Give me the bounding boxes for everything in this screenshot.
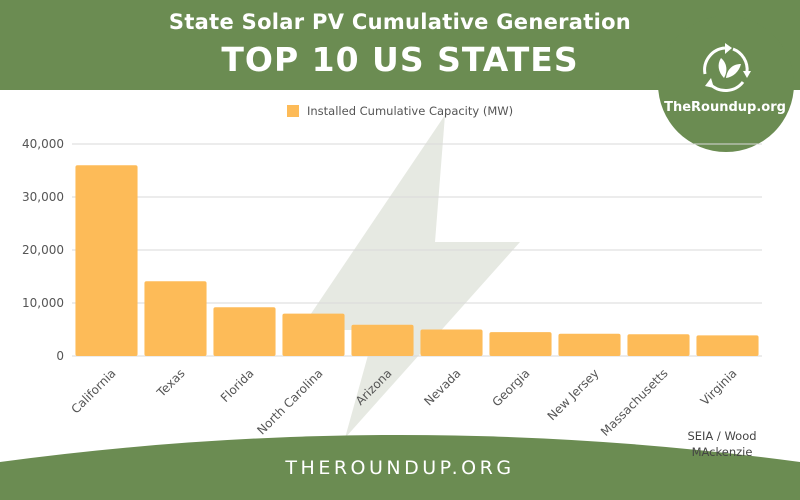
y-tick-label: 30,000 — [22, 190, 64, 204]
bar — [420, 329, 483, 356]
x-tick-label: Massachusetts — [598, 366, 671, 439]
bar — [558, 333, 621, 356]
recycle-leaf-icon — [703, 43, 751, 92]
y-tick-label: 20,000 — [22, 243, 64, 257]
bar — [627, 334, 690, 356]
bar — [282, 313, 345, 356]
source-line-2: MAckenzie — [691, 445, 753, 459]
footer-text: THEROUNDUP.ORG — [285, 457, 515, 479]
chart-subtitle: TOP 10 US STATES — [221, 40, 579, 79]
y-tick-label: 10,000 — [22, 296, 64, 310]
source-line-1: SEIA / Wood — [687, 429, 757, 443]
bar — [75, 165, 138, 356]
logo-badge — [658, 16, 794, 152]
bar — [213, 307, 276, 356]
x-tick-label: Florida — [218, 366, 257, 405]
bar — [489, 332, 552, 356]
x-tick-label: Georgia — [489, 366, 532, 409]
bar — [351, 324, 414, 356]
x-tick-label: New Jersey — [545, 366, 602, 423]
footer-band — [0, 435, 800, 500]
y-tick-label: 0 — [56, 349, 64, 363]
x-tick-label: Arizona — [353, 366, 395, 408]
x-tick-label: Texas — [154, 366, 188, 400]
lightning-bolt-watermark — [300, 115, 520, 438]
legend-label: Installed Cumulative Capacity (MW) — [307, 104, 513, 118]
x-tick-label: North Carolina — [254, 366, 325, 437]
x-tick-label: Virginia — [698, 366, 740, 408]
chart-title: State Solar PV Cumulative Generation — [168, 10, 632, 34]
bar — [696, 335, 759, 356]
x-tick-label: California — [68, 366, 118, 416]
logo-text: TheRoundup.org — [664, 100, 786, 115]
x-tick-label: Nevada — [421, 366, 463, 408]
bar — [144, 281, 207, 356]
source-note: SEIA / Wood MAckenzie — [672, 428, 772, 460]
y-tick-label: 40,000 — [22, 137, 64, 151]
legend-swatch — [287, 105, 299, 117]
